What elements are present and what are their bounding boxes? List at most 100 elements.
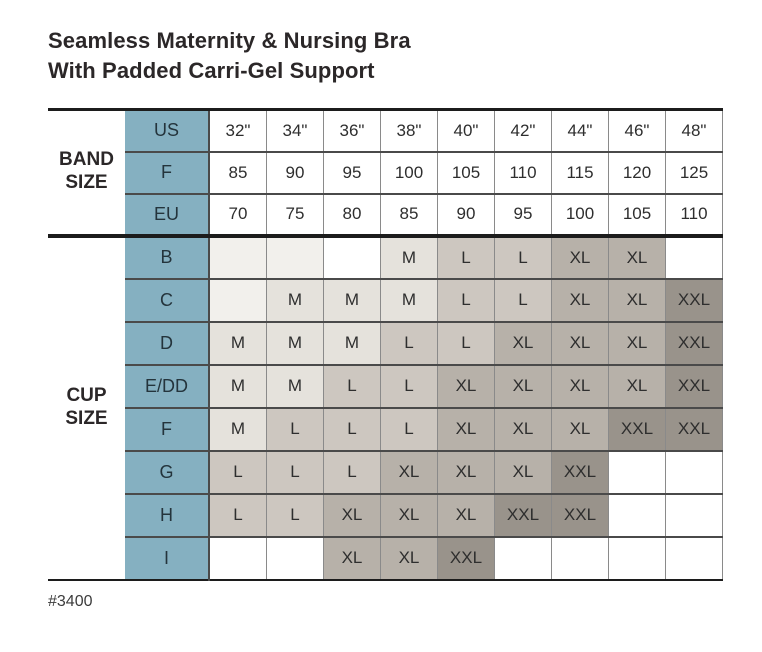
cup-size-cell bbox=[323, 235, 381, 280]
band-value-cell: 34" bbox=[266, 109, 324, 153]
cup-size-cell bbox=[665, 450, 723, 495]
cup-row: D M M M L L XL XL XL XXL bbox=[48, 321, 723, 366]
cup-size-cell: L bbox=[208, 450, 267, 495]
cup-size-cell: XL bbox=[494, 407, 552, 452]
cup-size-cell: L bbox=[323, 407, 381, 452]
cup-row: H L L XL XL XL XXL XXL bbox=[48, 493, 723, 538]
cup-size-cell bbox=[208, 278, 267, 323]
band-value-cell: 38" bbox=[380, 109, 438, 153]
band-value-cell: 110 bbox=[494, 151, 552, 195]
band-row-label: EU bbox=[125, 193, 210, 238]
cup-size-section-text: CUP SIZE bbox=[65, 385, 108, 429]
band-row-label: US bbox=[125, 109, 210, 153]
band-value-cell: 42" bbox=[494, 109, 552, 153]
band-value-cell: 105 bbox=[608, 193, 666, 238]
band-value-cell: 70 bbox=[208, 193, 267, 238]
cup-size-cell: XL bbox=[380, 536, 438, 580]
band-row: BAND SIZE US 32" 34" 36" 38" 40" 42" 44" 46" 48" bbox=[48, 109, 723, 238]
cup-row-label: H bbox=[125, 493, 210, 538]
cup-size-cell: XXL bbox=[551, 493, 609, 538]
cup-size-cell: XL bbox=[551, 235, 609, 280]
page-title: Seamless Maternity & Nursing Bra With Pa… bbox=[0, 0, 762, 86]
cup-row: CUP SIZE B M L L XL XL bbox=[48, 235, 723, 580]
band-value-cell: 115 bbox=[551, 151, 609, 195]
band-size-section-label: BAND SIZE bbox=[48, 109, 125, 238]
cup-size-cell: XXL bbox=[608, 407, 666, 452]
cup-row: C M M M L L XL XL XXL bbox=[48, 278, 723, 323]
band-value-cell: 80 bbox=[323, 193, 381, 238]
cup-size-cell: L bbox=[437, 321, 495, 366]
cup-size-cell bbox=[208, 235, 267, 280]
band-value-cell: 90 bbox=[266, 151, 324, 195]
cup-size-cell: XL bbox=[551, 278, 609, 323]
cup-size-cell: L bbox=[437, 278, 495, 323]
cup-size-cell: XL bbox=[551, 321, 609, 366]
cup-size-cell: XL bbox=[494, 321, 552, 366]
cup-size-cell: XL bbox=[437, 493, 495, 538]
size-chart-table: BAND SIZE US 32" 34" 36" 38" 40" 42" 44" 46" 48" F 8… bbox=[48, 108, 723, 581]
cup-size-cell bbox=[608, 536, 666, 580]
product-code: #3400 bbox=[48, 592, 93, 610]
cup-size-cell: XL bbox=[437, 364, 495, 409]
cup-size-cell: XL bbox=[437, 450, 495, 495]
cup-size-cell: M bbox=[266, 364, 324, 409]
cup-size-cell: XXL bbox=[665, 364, 723, 409]
cup-size-cell: L bbox=[380, 407, 438, 452]
band-row-label: F bbox=[125, 151, 210, 195]
cup-size-cell: M bbox=[266, 321, 324, 366]
band-value-cell: 46" bbox=[608, 109, 666, 153]
cup-size-cell: XL bbox=[380, 450, 438, 495]
page-title-line2: With Padded Carri-Gel Support bbox=[48, 58, 375, 83]
band-row: EU 70 75 80 85 90 95 100 105 110 bbox=[48, 193, 723, 238]
band-value-cell: 32" bbox=[208, 109, 267, 153]
cup-size-cell: M bbox=[380, 278, 438, 323]
band-value-cell: 100 bbox=[380, 151, 438, 195]
band-value-cell: 100 bbox=[551, 193, 609, 238]
cup-row-label: C bbox=[125, 278, 210, 323]
cup-size-section-label: CUP SIZE bbox=[48, 235, 125, 580]
cup-size-cell: L bbox=[323, 450, 381, 495]
band-value-cell: 75 bbox=[266, 193, 324, 238]
band-value-cell: 85 bbox=[380, 193, 438, 238]
cup-size-cell: M bbox=[266, 278, 324, 323]
cup-size-cell: XL bbox=[608, 278, 666, 323]
cup-row: F M L L L XL XL XL XXL XXL bbox=[48, 407, 723, 452]
cup-size-section: CUP SIZE B M L L XL XL C M M M L L XL XL XXL D M M M L L XL XL X… bbox=[48, 235, 723, 580]
cup-size-cell bbox=[266, 536, 324, 580]
cup-size-cell bbox=[208, 536, 267, 580]
band-value-cell: 95 bbox=[323, 151, 381, 195]
cup-size-cell: XL bbox=[608, 364, 666, 409]
cup-row-label: B bbox=[125, 235, 210, 280]
band-value-cell: 40" bbox=[437, 109, 495, 153]
cup-size-cell: XL bbox=[608, 321, 666, 366]
cup-row-label: I bbox=[125, 536, 210, 580]
band-size-section: BAND SIZE US 32" 34" 36" 38" 40" 42" 44" 46" 48" F 8… bbox=[48, 109, 723, 238]
band-value-cell: 90 bbox=[437, 193, 495, 238]
cup-size-cell: L bbox=[494, 235, 552, 280]
band-value-cell: 105 bbox=[437, 151, 495, 195]
band-value-cell: 85 bbox=[208, 151, 267, 195]
cup-size-cell bbox=[266, 235, 324, 280]
cup-size-cell: XL bbox=[494, 364, 552, 409]
cup-size-cell bbox=[665, 493, 723, 538]
cup-row: E/DD M M L L XL XL XL XL XXL bbox=[48, 364, 723, 409]
cup-size-cell: XXL bbox=[551, 450, 609, 495]
band-size-section-text: BAND SIZE bbox=[59, 149, 114, 194]
cup-row: G L L L XL XL XL XXL bbox=[48, 450, 723, 495]
cup-size-cell: M bbox=[380, 235, 438, 280]
cup-size-cell: L bbox=[380, 364, 438, 409]
cup-size-cell: XL bbox=[323, 536, 381, 580]
cup-size-cell: XL bbox=[323, 493, 381, 538]
cup-row-label: F bbox=[125, 407, 210, 452]
cup-size-cell: XXL bbox=[665, 407, 723, 452]
cup-size-cell: XXL bbox=[494, 493, 552, 538]
page-title-line1: Seamless Maternity & Nursing Bra bbox=[48, 28, 411, 53]
band-value-cell: 120 bbox=[608, 151, 666, 195]
cup-size-cell: L bbox=[437, 235, 495, 280]
cup-size-cell: L bbox=[266, 407, 324, 452]
cup-size-cell bbox=[494, 536, 552, 580]
cup-row-label: G bbox=[125, 450, 210, 495]
cup-size-cell: XL bbox=[437, 407, 495, 452]
cup-size-cell: XXL bbox=[665, 278, 723, 323]
